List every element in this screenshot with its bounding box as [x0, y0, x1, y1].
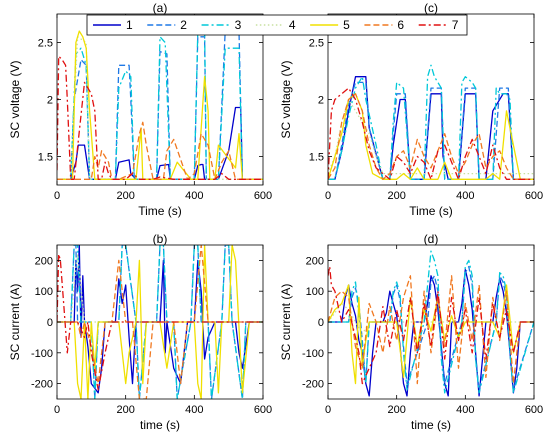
panel-title: (d)	[424, 232, 439, 246]
x-tick-label: 600	[254, 190, 272, 202]
x-tick-label: 200	[387, 190, 405, 202]
legend-label-2: 2	[180, 18, 187, 32]
x-axis-label: time (s)	[411, 418, 451, 432]
x-tick-label: 200	[116, 190, 134, 202]
series-1-line	[57, 106, 263, 180]
x-tick-label: 400	[456, 190, 474, 202]
legend-label-3: 3	[235, 18, 242, 32]
y-tick-label: 2	[47, 95, 53, 107]
y-axis-label: SC current (A)	[279, 284, 293, 361]
x-tick-label: 0	[54, 404, 60, 416]
y-tick-label: 0	[47, 317, 53, 329]
x-tick-label: 0	[54, 190, 60, 202]
x-tick-label: 200	[387, 404, 405, 416]
series-6-line	[57, 121, 263, 180]
series-7-line	[328, 87, 534, 180]
y-tick-label: 1.5	[309, 152, 324, 164]
legend-label-1: 1	[126, 18, 133, 32]
series-6-line	[328, 275, 534, 385]
series-2-line	[328, 81, 534, 180]
series-group	[57, 245, 263, 399]
panel-title: (a)	[153, 1, 168, 15]
legend: 1 2 3 4 5 6 7	[86, 14, 468, 36]
legend-label-5: 5	[343, 18, 350, 32]
series-6-line	[57, 245, 263, 399]
x-axis-label: Time (s)	[138, 204, 182, 218]
panel-b: 0 200 400 600 -200 -100 0 100 200 time (s) SC curr…	[8, 232, 272, 432]
y-tick-label: 2.5	[38, 38, 53, 50]
y-axis-label: SC voltage (V)	[8, 60, 22, 138]
y-tick-label: 2.5	[309, 38, 324, 50]
y-tick-label: -200	[31, 379, 53, 391]
series-7-line	[57, 55, 263, 180]
series-4-line	[328, 302, 534, 335]
y-tick-label: -100	[302, 348, 324, 360]
series-1-line	[328, 76, 534, 180]
series-3-line	[328, 64, 534, 180]
plot-area	[57, 14, 263, 185]
x-tick-label: 200	[116, 404, 134, 416]
series-group	[328, 250, 534, 397]
x-tick-label: 400	[456, 404, 474, 416]
series-3-line	[328, 250, 534, 394]
legend-label-7: 7	[452, 18, 459, 32]
panel-c: 0 200 400 600 1.5 2 2.5 Time (s) SC voltage (V) (…	[279, 1, 543, 218]
series-4-line	[328, 98, 534, 175]
y-axis-label: SC current (A)	[8, 284, 22, 361]
panel-d: 0 200 400 600 -200 -100 0 100 200 time (s) SC curr…	[279, 232, 543, 432]
x-tick-label: 0	[325, 404, 331, 416]
x-tick-label: 600	[254, 404, 272, 416]
y-tick-label: -200	[302, 379, 324, 391]
x-axis-label: time (s)	[140, 418, 180, 432]
x-tick-label: 400	[185, 190, 203, 202]
legend-label-6: 6	[397, 18, 404, 32]
legend-label-4: 4	[289, 18, 296, 32]
y-tick-label: 2	[318, 95, 324, 107]
x-axis-label: Time (s)	[409, 204, 453, 218]
y-tick-label: 1.5	[38, 152, 53, 164]
series-group	[57, 24, 263, 180]
panel-title: (b)	[153, 232, 168, 246]
y-tick-label: 200	[306, 255, 324, 267]
panel-title: (c)	[424, 1, 438, 15]
y-tick-label: 100	[35, 286, 53, 298]
series-6-line	[328, 93, 534, 180]
y-tick-label: 100	[306, 286, 324, 298]
y-axis-label: SC voltage (V)	[279, 60, 293, 138]
x-tick-label: 600	[525, 190, 543, 202]
y-tick-label: -100	[31, 348, 53, 360]
series-1-line	[328, 268, 534, 397]
x-tick-label: 600	[525, 404, 543, 416]
series-group	[328, 64, 534, 180]
x-tick-label: 0	[325, 190, 331, 202]
x-tick-label: 400	[185, 404, 203, 416]
y-tick-label: 200	[35, 255, 53, 267]
panel-a: 0 200 400 600 1.5 2 2.5 Time (s) SC voltage (V) (…	[8, 1, 272, 218]
series-4-line	[57, 36, 263, 180]
y-tick-label: 0	[318, 317, 324, 329]
